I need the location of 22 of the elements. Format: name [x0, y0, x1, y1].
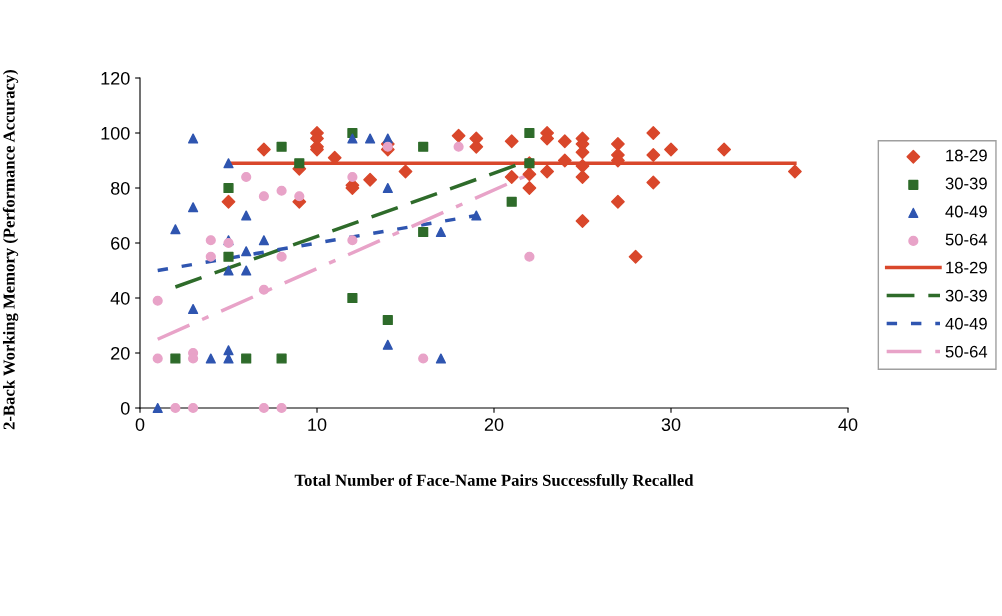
x-tick-label: 10: [308, 418, 327, 431]
x-tick-label: 20: [484, 418, 504, 431]
legend-label: 50-64: [945, 345, 988, 358]
legend-label: 30-39: [945, 289, 987, 302]
y-tick-label: 60: [111, 236, 130, 250]
legend-label: 18-29: [946, 261, 987, 274]
y-tick-label: 0: [120, 401, 130, 415]
legend-label: 18-29: [946, 149, 987, 162]
x-tick-label: 30: [661, 418, 681, 431]
y-tick-label: 100: [101, 126, 130, 140]
legend-label: 40-49: [945, 317, 987, 330]
y-tick-label: 80: [110, 181, 130, 195]
x-axis-title: Total Number of Face-Name Pairs Successfully Recalled: [294, 474, 694, 490]
legend-label: 30-39: [945, 177, 987, 190]
legend-label: 40-49: [945, 205, 987, 218]
y-tick-label: 20: [111, 346, 130, 360]
y-tick-label: 120: [101, 71, 130, 85]
x-tick-label: 0: [135, 418, 145, 431]
y-tick-label: 40: [110, 291, 130, 305]
y-axis-title: 2-Back Working Memory (Performance Accuracy): [2, 69, 19, 430]
x-tick-label: 40: [838, 418, 858, 431]
legend-label: 50-64: [945, 233, 988, 246]
